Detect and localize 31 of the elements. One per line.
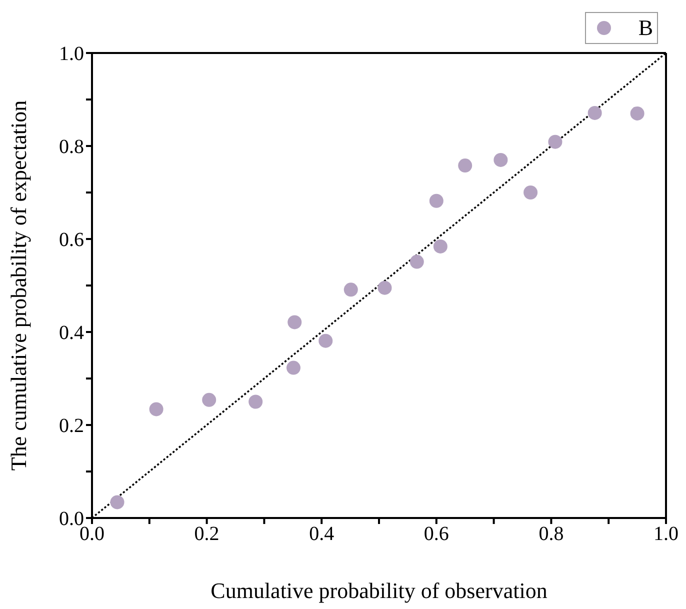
point (548, 134, 562, 149)
point (494, 152, 508, 167)
point (524, 186, 538, 200)
x-tick-label: 0.2 (194, 523, 220, 546)
x-axis-title: Cumulative probability of observation (210, 578, 548, 603)
point (286, 360, 300, 375)
point (429, 194, 444, 208)
point (288, 315, 302, 330)
x-tick-label: 1.0 (654, 523, 678, 546)
y-tick-label: 0.4 (59, 322, 84, 344)
point (248, 394, 263, 409)
point (433, 239, 448, 254)
point (110, 495, 124, 510)
point (344, 282, 358, 297)
x-tick-label: 0.4 (309, 523, 334, 546)
point (202, 392, 216, 407)
y-tick-label: 1.0 (59, 43, 84, 66)
point (378, 280, 392, 295)
y-tick-label: 0.2 (59, 415, 84, 438)
point (318, 334, 333, 348)
y-tick-label: 0.6 (59, 229, 84, 252)
point (588, 106, 602, 120)
point (458, 158, 472, 173)
legend-label: B (638, 15, 653, 41)
point (410, 254, 424, 269)
point (630, 106, 644, 120)
x-tick-label: 0.8 (538, 523, 564, 546)
x-tick-label: 0.6 (424, 523, 449, 546)
y-axis-title: The cumulative probability of expectation (6, 100, 31, 471)
point (149, 402, 164, 416)
y-tick-label: 0.8 (59, 136, 84, 158)
